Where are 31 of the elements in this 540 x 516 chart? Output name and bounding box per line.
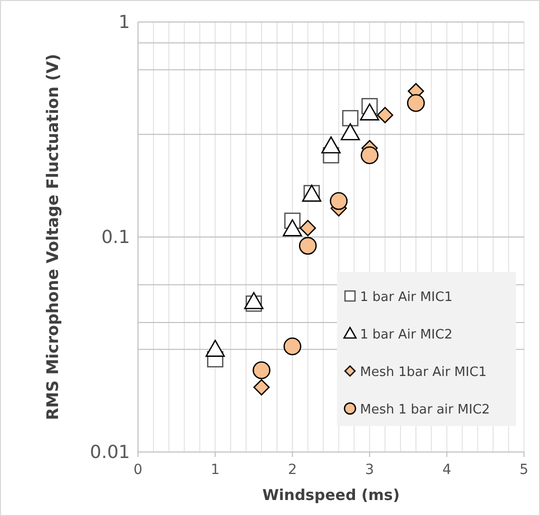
y-tick-label: 0.1 [101, 227, 130, 248]
x-tick-label: 0 [134, 462, 142, 478]
x-tick-label: 1 [210, 462, 220, 478]
point [360, 146, 378, 164]
point [244, 292, 264, 310]
point [206, 340, 225, 357]
point [376, 106, 394, 124]
point [282, 219, 302, 236]
legend-label: Mesh 1 bar air MIC2 [360, 402, 490, 418]
x-tick-label: 4 [442, 462, 452, 478]
y-tick-label: 1 [118, 12, 130, 33]
point [298, 236, 317, 255]
legend-label: Mesh 1bar Air MIC1 [360, 365, 487, 380]
point [330, 192, 348, 210]
x-tick-label: 3 [365, 462, 374, 478]
x-tick-label: 5 [520, 462, 528, 478]
legend-label: 1 bar Air MIC2 [360, 328, 452, 342]
point [340, 123, 360, 140]
y-tick-label: 0.01 [90, 442, 130, 463]
point [360, 103, 380, 120]
point [321, 136, 341, 154]
legend-label: 1 bar Air MIC1 [360, 290, 452, 305]
point [284, 337, 302, 356]
x-tick-label: 2 [288, 462, 297, 478]
x-axis-title: Windspeed (ms) [262, 486, 400, 504]
y-axis-title: RMS Microphone Voltage Fluctuation (V) [43, 54, 62, 420]
point [252, 361, 270, 380]
point [342, 110, 358, 126]
point [300, 220, 316, 236]
point [407, 94, 425, 112]
point [253, 379, 270, 396]
